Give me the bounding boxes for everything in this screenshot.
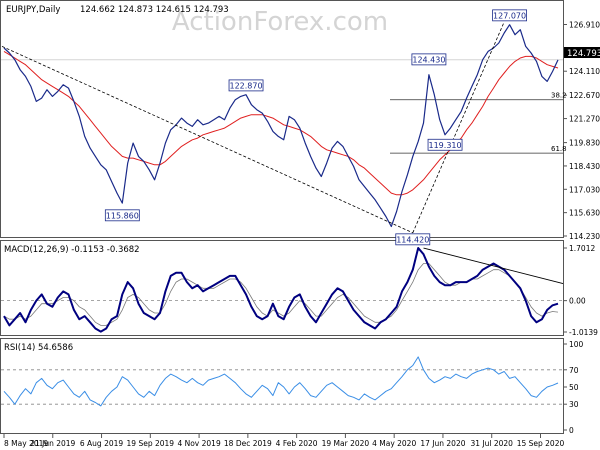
y-tick-label: 0	[569, 426, 574, 435]
x-tick-label: 15 Sep 2020	[517, 439, 565, 448]
macd-series	[3, 247, 564, 333]
y-tick-label: 122.670	[569, 91, 600, 100]
x-tick-label: 19 Mar 2020	[322, 439, 370, 448]
price-annotation: 119.310	[427, 138, 463, 151]
down-trendline	[1, 45, 413, 234]
y-tick-label: 119.830	[569, 139, 600, 148]
price-annotation: 127.070	[492, 9, 527, 22]
macd-line	[3, 247, 559, 333]
macd-y-axis: 1.7012 0.00 -1.0139	[1, 244, 598, 337]
price-annotation: 115.860	[104, 209, 140, 222]
x-tick-label: 18 Dec 2019	[224, 439, 272, 448]
up-trendline	[412, 21, 505, 233]
y-tick-label: 70	[569, 366, 579, 375]
y-tick-label: 126.910	[569, 21, 600, 30]
price-annotation-label: 115.860	[106, 211, 139, 220]
moving-average-line	[3, 50, 559, 196]
y-tick-label: 0.00	[569, 297, 586, 306]
y-tick-label: -1.0139	[569, 328, 598, 337]
price-levels: 38.2 61.8	[1, 59, 567, 154]
price-annotation-label: 127.070	[493, 11, 526, 20]
price-series	[1, 21, 559, 234]
y-tick-label: 115.630	[569, 209, 600, 218]
y-tick-label: 50	[569, 383, 579, 392]
rsi-series	[3, 356, 559, 407]
price-annotation: 122.870	[228, 79, 264, 92]
x-tick-label: 4 May 2020	[372, 439, 416, 448]
price-annotation: 124.430	[411, 53, 447, 66]
y-tick-label: 121.270	[569, 115, 600, 124]
price-annotation-label: 124.430	[412, 55, 445, 64]
price-annotations: 124.430 122.870 115.860 114.420 119.310 127.0…	[104, 9, 527, 246]
price-annotation-label: 114.420	[396, 235, 429, 244]
rsi-header: RSI(14) 54.6586	[4, 343, 73, 353]
watermark: ActionForex.com	[172, 7, 388, 37]
x-tick-label: 4 Feb 2020	[276, 439, 318, 448]
macd-panel	[0, 240, 564, 336]
x-tick-label: 4 Nov 2019	[177, 439, 220, 448]
y-tick-label: 30	[569, 400, 579, 409]
macd-header: MACD(12,26,9) -0.1153 -0.3682	[4, 245, 140, 255]
current-price-label: 124.793	[567, 49, 600, 59]
price-annotation-label: 119.310	[429, 141, 462, 150]
y-tick-label: 114.230	[569, 232, 600, 241]
fib-level-label: 61.8	[551, 145, 567, 153]
price-panel	[0, 0, 564, 238]
price-y-axis: 126.910 124.110 122.670 121.270 119.830 118.4…	[563, 21, 600, 241]
fib-level-label: 38.2	[551, 92, 567, 100]
y-tick-label: 117.030	[569, 185, 600, 194]
price-line	[3, 24, 559, 228]
price-annotation: 114.420	[395, 233, 431, 246]
x-tick-label: 17 Jun 2020	[420, 439, 465, 448]
y-tick-label: 100	[569, 340, 584, 349]
rsi-y-axis: 100 70 50 30 0	[1, 340, 584, 435]
price-header-ohlc: 124.662 124.873 124.615 124.793	[80, 5, 229, 15]
y-tick-label: 1.7012	[569, 244, 595, 253]
price-header-symbol: EURJPY,Daily	[6, 5, 60, 15]
x-tick-label: 21 Jun 2019	[30, 439, 75, 448]
current-price-marker: 124.793	[564, 47, 600, 59]
macd-trendline	[423, 247, 564, 285]
price-annotation-label: 122.870	[229, 81, 262, 90]
y-tick-label: 124.110	[569, 67, 600, 76]
rsi-line	[3, 356, 559, 407]
x-tick-label: 6 Aug 2019	[80, 439, 123, 448]
x-tick-label: 8 May 2019	[4, 439, 48, 448]
x-tick-label: 31 Jul 2020	[470, 439, 513, 448]
y-tick-label: 118.430	[569, 162, 600, 171]
x-tick-label: 19 Sep 2019	[127, 439, 175, 448]
